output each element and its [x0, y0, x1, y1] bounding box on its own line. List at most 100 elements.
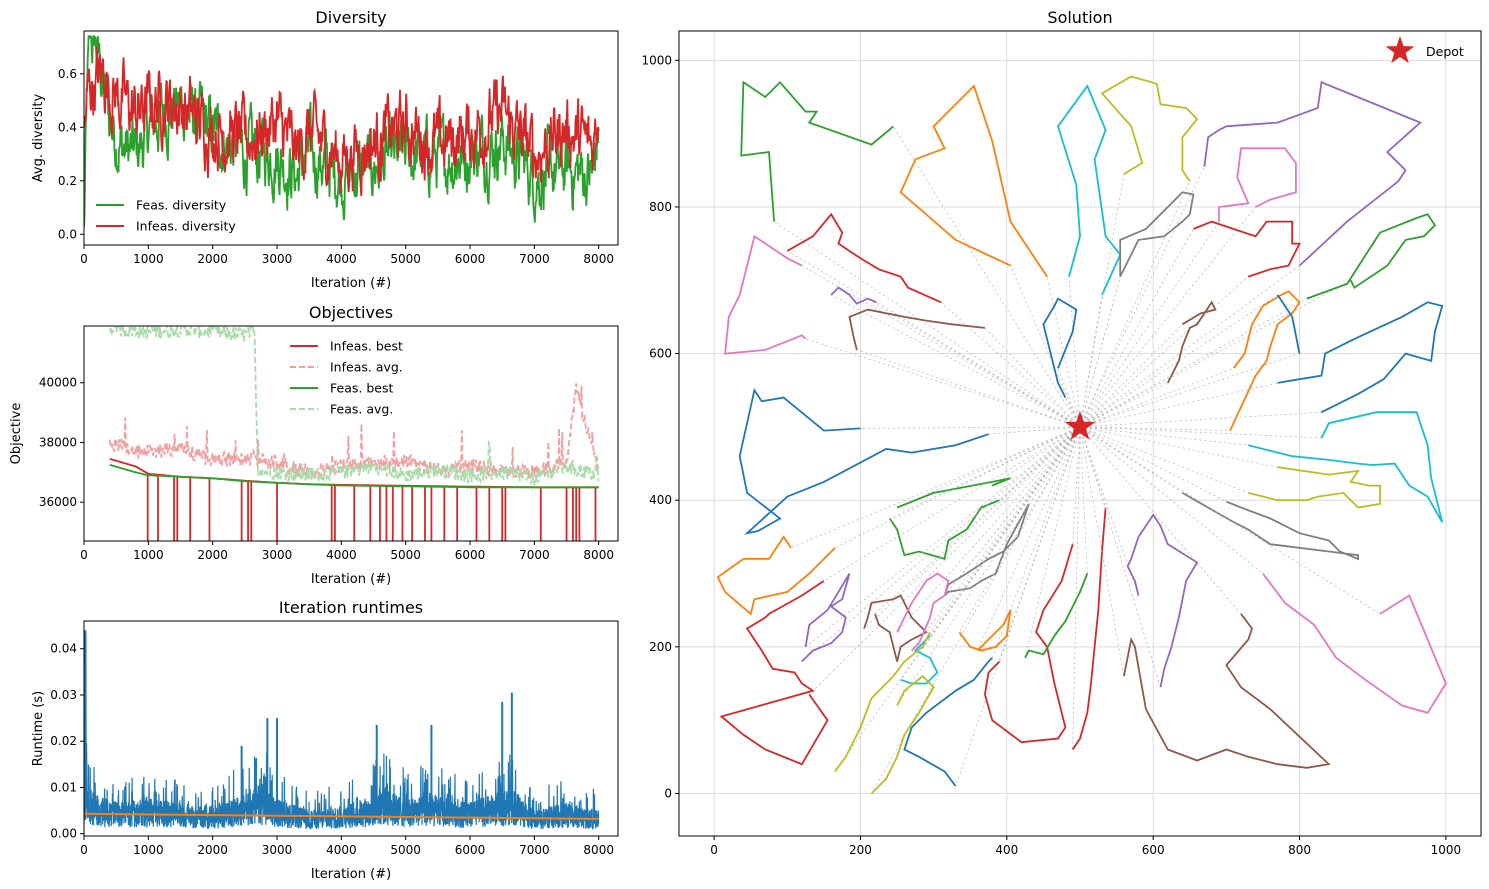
depot-link: [1079, 426, 1264, 574]
route-17: [738, 387, 989, 535]
x-tick-label: 3000: [262, 548, 293, 562]
route-7: [1193, 220, 1301, 278]
depot-link: [944, 426, 1081, 596]
x-tick-label: 0: [80, 252, 88, 266]
y-tick-label: 600: [649, 347, 672, 361]
runtimes-ylabel: Runtime (s): [31, 691, 46, 766]
route-6: [1119, 191, 1195, 278]
route-10: [786, 212, 942, 304]
route-24: [716, 535, 836, 616]
runtimes-xlabel: Iteration (#): [311, 867, 391, 882]
x-tick-label: 4000: [326, 843, 357, 857]
x-tick-label: 3000: [262, 252, 293, 266]
x-tick-label: 7000: [519, 843, 550, 857]
y-tick-label: 0.6: [58, 67, 77, 81]
route-18: [1248, 411, 1444, 523]
runtimes-plot-area: [84, 630, 600, 830]
depot-link: [1079, 426, 1227, 502]
route-28: [896, 572, 950, 652]
depot-link: [876, 301, 1081, 428]
x-tick-label: 8000: [583, 843, 614, 857]
diversity-plot-area: [84, 35, 600, 227]
depot-link: [1079, 426, 1106, 508]
runtimes-panel: 0 1000 2000 3000 4000 5000 6000 7000 8000 0.00 0.0…: [31, 598, 619, 882]
route-35: [1024, 573, 1089, 659]
depot-link: [805, 338, 1081, 428]
objectives-panel: 0 1000 2000 3000 4000 5000 6000 7000 8000 36000 38…: [9, 303, 619, 587]
depot-link: [1079, 426, 1231, 431]
depot-link: [1079, 276, 1249, 428]
x-tick-label: 4000: [326, 548, 357, 562]
route-21: [896, 477, 1011, 509]
depot-link: [773, 221, 1081, 428]
y-tick-label: 0.00: [50, 827, 77, 841]
depot-link: [1079, 221, 1220, 428]
legend-depot-label: Depot: [1426, 44, 1464, 59]
legend-label-1: Infeas. diversity: [136, 219, 236, 234]
y-tick-label: 800: [649, 200, 672, 214]
depot-link: [1079, 426, 1249, 446]
objectives-xlabel: Iteration (#): [311, 572, 391, 587]
diversity-xlabel: Iteration (#): [311, 276, 391, 291]
diversity-legend: Feas. diversity Infeas. diversity: [96, 198, 236, 234]
depot-link: [1079, 353, 1300, 428]
y-tick-label: 0.2: [58, 174, 77, 188]
objectives-axes-frame: [83, 325, 619, 542]
x-tick-label: 2000: [197, 252, 228, 266]
runtime-mean-line: [84, 812, 599, 820]
solution-axes-frame: [678, 30, 1482, 837]
depot-link: [896, 426, 1081, 633]
depot-link: [805, 426, 1081, 648]
depot-link: [1079, 324, 1183, 428]
depot-link: [809, 426, 1081, 695]
depot-link: [1079, 298, 1308, 428]
y-tick-label: 36000: [39, 495, 77, 509]
depot-link: [940, 302, 1081, 428]
x-tick-label: 3000: [262, 843, 293, 857]
y-tick-label: 400: [649, 493, 672, 507]
legend-label-2: Feas. best: [330, 381, 393, 396]
depot-link: [790, 426, 1081, 549]
depot-link: [801, 426, 1081, 662]
objectives-legend: Infeas. best Infeas. avg. Feas. best Feas. …: [290, 339, 403, 417]
route-32: [903, 657, 993, 787]
y-tick-label: 40000: [39, 376, 77, 390]
depot-link: [856, 349, 1081, 428]
depot-link: [988, 426, 1081, 435]
route-8: [1306, 213, 1437, 300]
depot-link: [787, 250, 1081, 428]
depot-link: [955, 426, 1081, 787]
depot-link: [1079, 265, 1300, 428]
x-tick-label: 2000: [197, 843, 228, 857]
x-tick-label: 200: [849, 843, 872, 857]
x-tick-label: 2000: [197, 548, 228, 562]
series-line-3: [108, 326, 600, 489]
x-tick-label: 8000: [583, 252, 614, 266]
x-tick-label: 7000: [519, 548, 550, 562]
x-tick-label: 600: [1142, 843, 1165, 857]
diversity-axes-frame: [83, 30, 619, 246]
depot-link: [911, 426, 1081, 651]
y-tick-label: 38000: [39, 435, 77, 449]
depot-link: [874, 426, 1081, 615]
depot-link: [893, 126, 1081, 428]
route-13: [1166, 300, 1217, 384]
x-tick-label: 5000: [390, 252, 421, 266]
route-5: [1218, 147, 1297, 222]
x-tick-label: 0: [710, 843, 718, 857]
series-line-2: [109, 464, 599, 489]
route-14: [1042, 297, 1078, 399]
depot-star-marker: [1064, 410, 1096, 440]
route-3: [1100, 75, 1199, 182]
depot-link: [1079, 426, 1322, 439]
depot-link: [977, 426, 1081, 651]
y-tick-label: 0.03: [50, 688, 77, 702]
route-31: [870, 674, 935, 795]
x-tick-label: 1000: [133, 252, 164, 266]
depot-link: [1079, 426, 1381, 615]
depot-link: [1079, 426, 1161, 688]
y-tick-label: 200: [649, 640, 672, 654]
depot-link: [999, 426, 1081, 662]
diversity-panel: 0 1000 2000 3000 4000 5000 6000 7000 8000 0.0 0.2 0…: [31, 8, 619, 291]
